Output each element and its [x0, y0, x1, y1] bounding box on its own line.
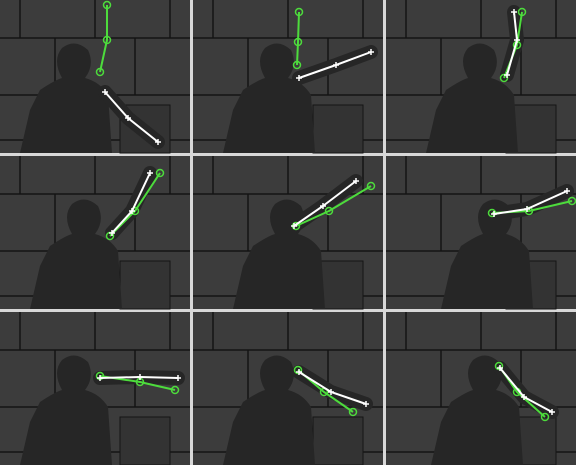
predicted-joint: [102, 89, 108, 95]
ground-truth-joint: [292, 60, 302, 70]
ground-truth-arm: [296, 11, 300, 66]
predicted-joint: [175, 375, 181, 381]
predicted-joint: [521, 394, 527, 400]
person-silhouette: [431, 355, 523, 465]
predicted-joint: [368, 49, 374, 55]
panel: [0, 312, 190, 465]
predicted-joint: [155, 139, 161, 145]
predicted-joint: [147, 170, 153, 176]
predicted-joint: [125, 115, 131, 121]
ground-truth-joint: [170, 385, 180, 395]
predicted-joint: [97, 375, 103, 381]
ground-truth-joint: [155, 168, 165, 178]
person-silhouette: [30, 199, 122, 309]
ground-truth-joint: [324, 206, 334, 216]
ground-truth-joint: [294, 7, 304, 17]
predicted-joint: [504, 72, 510, 78]
ground-truth-joint: [494, 361, 504, 371]
predicted-joint: [497, 365, 503, 371]
panel: [386, 312, 576, 465]
person-silhouette: [223, 355, 315, 465]
person-silhouette: [223, 43, 315, 153]
ground-truth-arm: [99, 5, 108, 73]
ground-truth-joint: [348, 407, 358, 417]
predicted-joint: [296, 75, 302, 81]
furniture: [119, 416, 171, 465]
ground-truth-joint: [540, 412, 550, 422]
predicted-joint: [296, 369, 302, 375]
panel: [193, 156, 383, 310]
furniture: [312, 104, 364, 154]
predicted-joint: [363, 401, 369, 407]
ground-truth-joint: [102, 0, 112, 10]
ground-truth-joint: [366, 181, 376, 191]
predicted-joint: [291, 223, 297, 229]
panel: [0, 156, 190, 310]
predicted-joint: [491, 211, 497, 217]
predicted-joint: [514, 37, 520, 43]
panel: [386, 156, 576, 310]
furniture: [119, 260, 171, 310]
ground-truth-joint: [293, 365, 303, 375]
predicted-joint: [564, 188, 570, 194]
predicted-joint: [333, 62, 339, 68]
predicted-joint: [328, 389, 334, 395]
predicted-joint: [524, 206, 530, 212]
ground-truth-arm: [295, 185, 372, 227]
panel: [193, 0, 383, 154]
predicted-joint: [353, 178, 359, 184]
person-silhouette: [20, 43, 112, 153]
person-silhouette: [426, 43, 518, 153]
ground-truth-joint: [517, 7, 527, 17]
predicted-joint: [109, 230, 115, 236]
ground-truth-joint: [293, 37, 303, 47]
furniture: [312, 416, 364, 465]
ground-truth-joint: [95, 67, 105, 77]
person-silhouette: [441, 199, 533, 309]
predicted-joint: [549, 409, 555, 415]
panel: [193, 312, 383, 465]
ground-truth-joint: [102, 35, 112, 45]
predicted-joint: [320, 203, 326, 209]
panel: [0, 0, 190, 154]
predicted-joint: [511, 9, 517, 15]
predicted-joint: [129, 208, 135, 214]
predicted-joint: [137, 374, 143, 380]
person-silhouette: [20, 355, 112, 465]
panel: [386, 0, 576, 154]
